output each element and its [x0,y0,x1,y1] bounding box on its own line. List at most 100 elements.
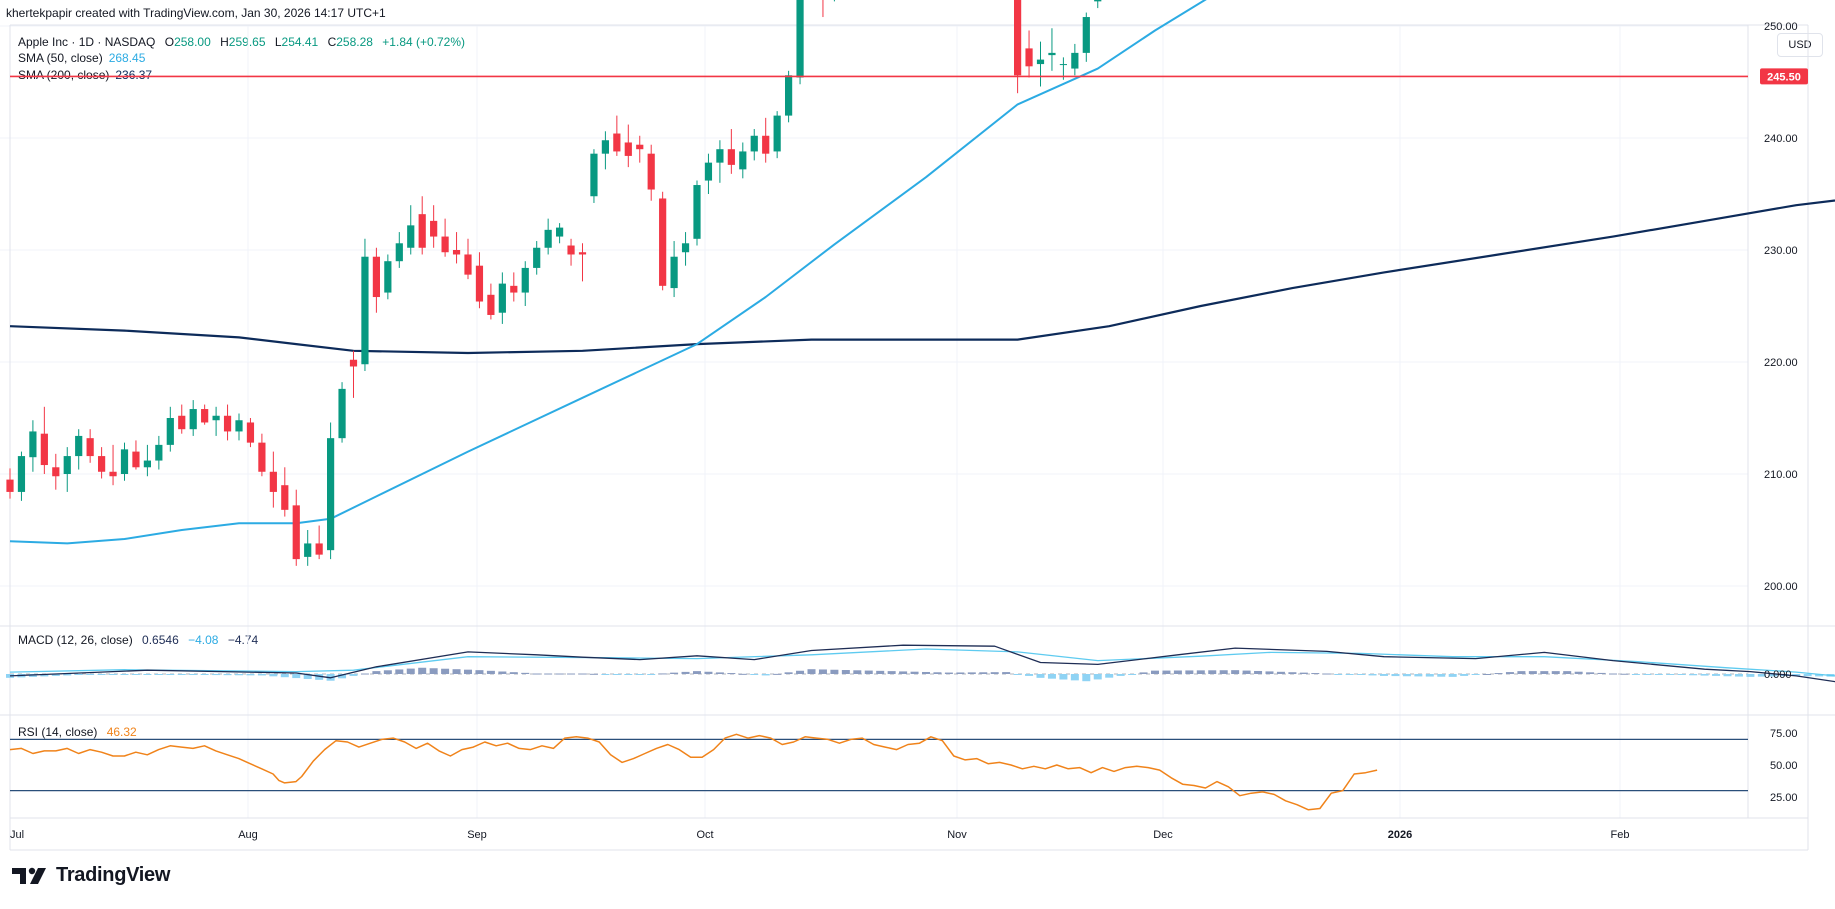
macd-histogram-bar [120,674,129,675]
macd-histogram-bar [1631,674,1640,675]
candle [132,440,140,470]
macd-legend[interactable]: MACD (12, 26, close) 0.6546 −4.08 −4.74 [18,633,258,647]
macd-histogram-bar [864,670,873,674]
symbol-header[interactable]: Apple Inc · 1D · NASDAQ O258.00 H259.65 … [18,35,465,49]
candle [201,404,209,425]
macd-histogram-bar [1414,674,1423,677]
rsi-label: RSI (14, close) [18,725,98,739]
candle [822,0,824,18]
candle [315,525,323,560]
currency-button[interactable]: USD [1777,33,1823,57]
macd-histogram-bar [360,673,369,675]
macd-histogram-bar [521,672,530,674]
candle-body [670,256,678,289]
macd-histogram-bar [979,672,988,674]
macd-histogram-bar [658,673,667,675]
macd-histogram-bar [578,673,587,675]
macd-histogram-bar [1036,674,1045,678]
close-value: 258.28 [336,35,373,49]
macd-histogram-bar [406,668,415,674]
candle [120,442,129,481]
macd-histogram-bar [967,672,976,674]
macd-histogram-bar [738,673,747,675]
macd-histogram-bar [1334,674,1343,675]
macd-histogram-bar [956,672,965,674]
macd-histogram-bar [1105,674,1114,678]
sma200-legend[interactable]: SMA (200, close) 236.37 [18,68,152,82]
macd-histogram-bar [1677,674,1686,675]
macd-histogram-bar [1357,674,1366,675]
candle [510,272,518,302]
candle-body [98,456,106,472]
candle-body [189,409,197,430]
macd-histogram-bar [1700,674,1709,676]
candle [590,149,598,203]
close-label: C [327,35,337,49]
candle [704,153,713,194]
candle [327,422,335,560]
candle [464,238,472,280]
macd-histogram-bar [441,668,450,674]
candle-body [613,133,621,152]
macd-histogram-bar [1128,674,1137,675]
level-price-label: 245.50 [1767,71,1801,83]
macd-histogram-bar [464,669,472,674]
macd-histogram-bar [1402,674,1411,677]
macd-histogram-bar [1563,671,1572,674]
macd-histogram-bar [383,670,392,674]
macd-histogram-bar [418,667,427,674]
macd-histogram [6,667,1835,682]
brand-name: TradingView [56,864,171,886]
macd-histogram-bar [1471,674,1480,675]
macd-histogram-bar [475,670,484,674]
candle [258,433,266,477]
macd-histogram-bar [1093,674,1102,680]
candle-body [246,422,255,443]
candle-body [544,229,552,248]
sma50-label: SMA (50, close) [18,51,103,65]
candle-body [201,409,209,423]
macd-histogram-bar [212,674,221,676]
high-value: 259.65 [228,35,266,49]
candle [372,247,380,313]
candle-body [567,245,575,255]
candle [155,435,163,470]
chart-credit: khertekpapir created with TradingView.co… [6,6,386,20]
macd-histogram-bar [63,674,72,676]
candle-body [1048,52,1056,56]
macd-histogram-bar [635,674,644,675]
candle-body [727,149,735,165]
candle [498,272,506,324]
macd-histogram-bar [841,670,850,674]
candle-body [1059,64,1067,66]
tradingview-logo[interactable]: TradingView [12,864,170,887]
macd-histogram-bar [338,674,347,679]
sma50-legend[interactable]: SMA (50, close) 268.45 [18,51,145,65]
time-tick-label: Aug [238,829,258,841]
rsi-tick-label: 50.00 [1770,760,1798,772]
candle-body [40,433,48,466]
macd-histogram-bar [1757,674,1766,677]
candle [86,429,94,463]
macd-histogram-bar [1231,670,1240,674]
macd-histogram-bar [6,674,14,678]
sma200-line [9,199,1835,355]
candle-body [6,479,14,492]
macd-histogram-bar [532,673,541,675]
candle [1025,30,1033,78]
candle-body [659,198,667,286]
macd-histogram-bar [1162,670,1171,674]
macd-histogram-bar [773,673,782,675]
macd-histogram-bar [681,671,690,674]
rsi-legend[interactable]: RSI (14, close) 46.32 [18,725,137,739]
candle [750,129,758,161]
macd-histogram-bar [601,674,610,675]
candle-body [601,140,609,154]
candle-body [178,415,186,430]
candle [269,451,277,508]
macd-tick-label: 0.000 [1764,669,1792,681]
macd-histogram-bar [1769,674,1778,677]
candle [441,218,449,257]
candle-body [796,0,804,78]
